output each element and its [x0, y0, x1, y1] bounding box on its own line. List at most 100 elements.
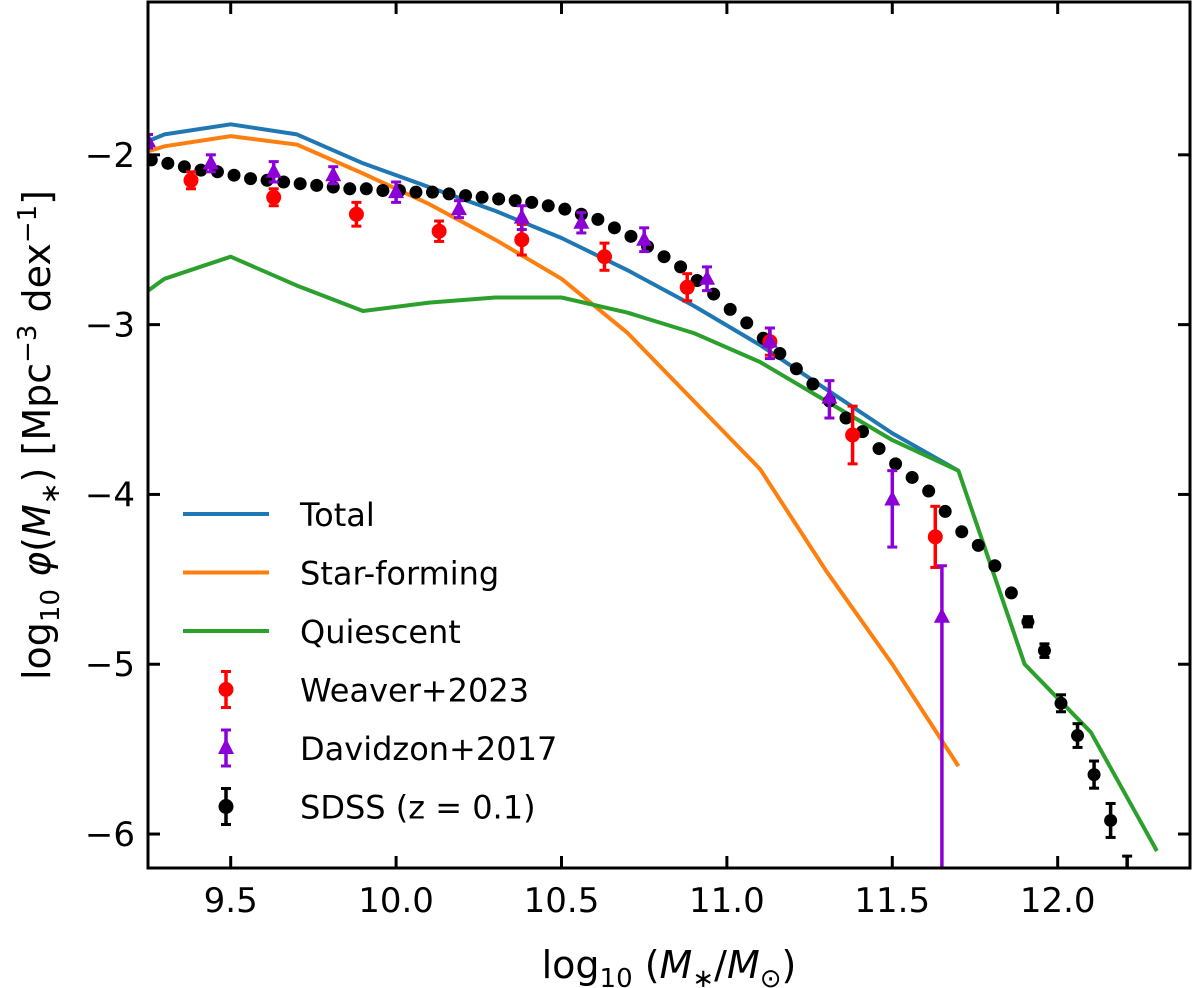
sdss-point-6 — [244, 172, 258, 186]
sdss-point-59 — [1121, 870, 1134, 883]
x-tick-label: 10.5 — [524, 881, 600, 921]
legend-marker-sdss — [218, 799, 234, 814]
legend-label-quiescent: Quiescent — [300, 613, 461, 651]
y-tick-label: −4 — [85, 475, 135, 515]
sdss-point-24 — [541, 199, 555, 213]
axis-ticks: 9.5 10.0 10.5 11.0 11.5 12.0 −2 −3 −4 −5 −6 — [85, 2, 1190, 921]
y-tick-label: −3 — [85, 306, 135, 346]
legend-label-weaver: Weaver+2023 — [300, 672, 529, 710]
legend: Total Star-forming Quiescent Weaver+2023 Dav… — [183, 496, 557, 827]
davidzon-point-8 — [636, 230, 653, 246]
weaver-point-5 — [596, 249, 612, 265]
sdss-point-21 — [492, 192, 506, 206]
weaver-point-1 — [266, 189, 282, 205]
davidzon-point-11 — [821, 388, 838, 404]
legend-label-davidzon: Davidzon+2017 — [300, 730, 557, 768]
sdss-point-49 — [955, 525, 969, 539]
x-tick-label: 9.5 — [204, 881, 258, 921]
sdss-point-18 — [442, 187, 456, 201]
sdss-point-29 — [624, 229, 638, 243]
legend-marker-weaver — [218, 682, 234, 697]
sdss-point-17 — [425, 185, 439, 199]
x-tick-label: 11.0 — [689, 881, 765, 921]
sdss-point-25 — [558, 202, 572, 216]
davidzon-point-10 — [761, 332, 778, 348]
davidzon-point-9 — [699, 269, 716, 285]
x-tick-label: 10.0 — [358, 881, 434, 921]
series-line-quiescent — [148, 254, 1159, 852]
davidzon-point-2 — [265, 162, 282, 178]
weaver-point-0 — [183, 172, 199, 188]
weaver-point-8 — [845, 427, 861, 443]
davidzon-point-13 — [933, 607, 950, 623]
sdss-point-22 — [508, 194, 522, 208]
plot-frame — [146, 0, 1192, 870]
sdss-point-38 — [773, 346, 787, 360]
sdss-point-12 — [343, 182, 357, 196]
y-tick-label: −6 — [85, 815, 135, 855]
sdss-point-35 — [723, 302, 737, 316]
plot-area — [148, 122, 1159, 883]
sdss-point-47 — [922, 484, 936, 498]
sdss-point-14 — [376, 183, 390, 197]
sdss-point-9 — [293, 177, 307, 191]
sdss-point-46 — [905, 470, 919, 484]
sdss-point-40 — [806, 377, 820, 391]
series-line-star_forming — [148, 134, 961, 768]
davidzon-point-0 — [148, 132, 156, 148]
davidzon-point-7 — [573, 213, 590, 229]
davidzon-point-4 — [388, 183, 405, 199]
y-axis-label: log10 φ(M∗) [Mpc−3 dex−1] — [13, 190, 66, 680]
x-tick-label: 11.5 — [854, 881, 930, 921]
sdss-point-42 — [839, 411, 853, 425]
legend-label-total: Total — [299, 496, 375, 534]
sdss-point-50 — [971, 538, 985, 552]
sdss-point-0 — [148, 153, 158, 167]
weaver-point-2 — [348, 206, 364, 222]
sdss-point-10 — [310, 178, 324, 192]
sdss-point-44 — [872, 442, 886, 456]
sdss-point-28 — [607, 221, 621, 235]
sdss-point-23 — [525, 195, 539, 209]
sdss-point-8 — [277, 175, 291, 189]
sdss-point-55 — [1054, 696, 1068, 710]
sdss-point-45 — [889, 457, 903, 471]
sdss-point-20 — [475, 190, 489, 204]
davidzon-point-3 — [325, 166, 342, 182]
sdss-point-19 — [459, 189, 473, 203]
sdss-point-32 — [674, 260, 688, 274]
sdss-point-5 — [227, 168, 241, 182]
sdss-point-52 — [1004, 586, 1018, 600]
sdss-point-39 — [789, 362, 803, 376]
sdss-point-51 — [988, 559, 1002, 573]
weaver-point-3 — [431, 223, 447, 239]
sdss-point-31 — [657, 250, 671, 264]
x-tick-label: 12.0 — [1020, 881, 1096, 921]
sdss-point-53 — [1021, 615, 1035, 629]
sdss-point-56 — [1071, 729, 1085, 743]
sdss-point-36 — [740, 316, 754, 330]
sdss-point-16 — [409, 185, 423, 199]
davidzon-point-6 — [513, 208, 530, 224]
sdss-point-57 — [1087, 768, 1101, 782]
sdss-point-54 — [1037, 644, 1051, 658]
weaver-point-6 — [679, 279, 695, 295]
sdss-point-27 — [591, 212, 605, 226]
sdss-point-48 — [938, 504, 952, 518]
davidzon-point-12 — [884, 490, 901, 506]
sdss-point-13 — [359, 182, 373, 196]
y-tick-label: −5 — [85, 645, 135, 685]
legend-marker-davidzon — [218, 738, 234, 754]
sdss-point-58 — [1104, 813, 1118, 827]
y-tick-label: −2 — [85, 136, 135, 176]
davidzon-point-5 — [450, 200, 467, 216]
sdss-point-2 — [177, 160, 191, 174]
davidzon-point-1 — [202, 154, 219, 170]
x-axis-label: log10 (M∗/M⊙) — [542, 943, 797, 988]
sdss-point-1 — [161, 156, 175, 170]
weaver-point-4 — [514, 232, 530, 248]
weaver-point-9 — [927, 529, 943, 545]
legend-label-sdss: SDSS (z = 0.1) — [300, 789, 536, 827]
legend-label-star_forming: Star-forming — [300, 555, 499, 593]
